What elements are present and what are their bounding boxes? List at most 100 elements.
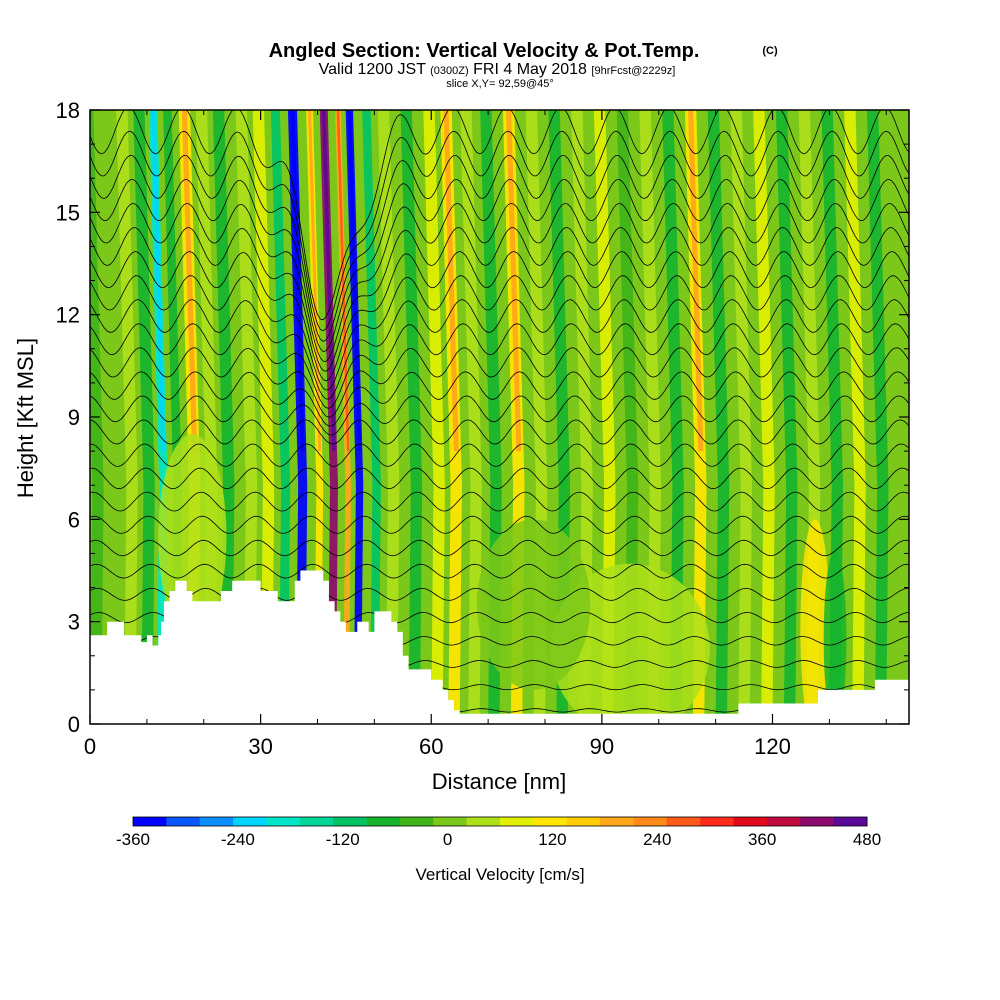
velocity-band-core <box>181 110 198 452</box>
velocity-band <box>133 110 155 724</box>
velocity-band <box>753 110 775 724</box>
velocity-band <box>883 110 906 724</box>
colorbar-swatch <box>266 817 301 826</box>
colorbar-swatch <box>366 817 401 826</box>
isentrope-line <box>90 419 909 445</box>
velocity-band-core <box>443 110 459 452</box>
x-tick-label: 0 <box>84 734 96 759</box>
velocity-band <box>335 110 352 724</box>
colorbar-tick-label: 360 <box>748 830 776 849</box>
velocity-band <box>377 110 400 724</box>
velocity-band <box>116 110 138 724</box>
isentrope-line <box>90 275 909 391</box>
slice-info: slice X,Y= 92,59@45° <box>446 78 554 90</box>
terrain <box>90 570 909 724</box>
colorbar-swatch <box>833 817 868 826</box>
velocity-band <box>270 110 291 724</box>
velocity-band <box>775 110 798 724</box>
colorbar-tick-label: 0 <box>443 830 452 849</box>
colorbar-swatch <box>500 817 534 826</box>
x-axis-label: Distance [nm] <box>432 769 567 794</box>
isentrope-line <box>90 491 909 512</box>
colorbar-swatch <box>199 817 234 826</box>
velocity-band <box>252 110 275 724</box>
colorbar-swatch <box>133 817 167 826</box>
colorbar-label: Vertical Velocity [cm/s] <box>415 865 584 884</box>
colorbar-swatch <box>233 817 267 826</box>
isentrope-line <box>90 515 909 534</box>
isentrope-line <box>90 251 909 382</box>
y-tick-label: 15 <box>56 200 80 225</box>
colorbar-swatch <box>766 817 801 826</box>
colorbar-swatch <box>633 817 668 826</box>
title-mark: (C) <box>762 45 778 57</box>
colorbar-swatch <box>399 817 434 826</box>
velocity-band <box>684 110 707 724</box>
colorbar-tick-label: -360 <box>116 830 150 849</box>
isentrope-line <box>90 371 909 427</box>
velocity-blob <box>823 550 847 724</box>
colorbar: -360 -240 -120 0 120 240 360 480 <box>116 816 881 849</box>
velocity-band-core <box>321 110 336 452</box>
colorbar-frame <box>132 816 868 827</box>
velocity-band <box>423 110 445 724</box>
velocity-band <box>866 110 889 724</box>
isentrope-line <box>90 202 909 362</box>
plot-area <box>90 110 909 724</box>
velocity-band-core <box>290 110 305 452</box>
chart-title: Angled Section: Vertical Velocity & Pot.… <box>269 40 700 62</box>
velocity-band <box>345 110 364 724</box>
velocity-blob <box>550 563 710 724</box>
isentrope-line <box>90 395 909 436</box>
velocity-blob <box>476 519 591 690</box>
x-tick-label: 30 <box>248 734 272 759</box>
isentrope-line <box>90 539 909 557</box>
colorbar-swatch <box>466 817 501 826</box>
isentrope-line <box>90 130 909 332</box>
velocity-band-core <box>506 110 522 452</box>
isentrope-line <box>90 443 909 467</box>
colorbar-swatch <box>733 817 768 826</box>
velocity-band <box>460 110 482 724</box>
isentrope-line <box>90 467 909 490</box>
isentrope-line <box>90 563 909 579</box>
valid-time-line: Valid 1200 JST (0300Z) FRI 4 May 2018 [9… <box>319 61 676 78</box>
velocity-band <box>362 110 381 724</box>
colorbar-swatch <box>166 817 201 826</box>
y-tick-label: 3 <box>68 610 80 635</box>
isentrope-line <box>90 227 909 372</box>
velocity-band <box>571 110 593 724</box>
colorbar-swatch <box>666 817 701 826</box>
velocity-band <box>212 110 235 724</box>
colorbar-tick-label: 120 <box>538 830 566 849</box>
y-tick-label: 12 <box>56 303 80 328</box>
colorbar-tick-label: 240 <box>643 830 671 849</box>
x-tick-label: 120 <box>754 734 791 759</box>
x-tick-label: 60 <box>419 734 443 759</box>
velocity-band-core <box>151 110 166 452</box>
y-axis-label: Height [Kft MSL] <box>13 338 38 498</box>
velocity-band <box>707 110 730 724</box>
colorbar-tick-label: 480 <box>853 830 881 849</box>
colorbar-swatch <box>700 817 735 826</box>
colorbar-swatch <box>299 817 334 826</box>
isentrope-line <box>90 323 909 409</box>
velocity-band <box>844 110 866 724</box>
velocity-band-core <box>347 110 362 452</box>
colorbar-tick-label: -240 <box>221 830 255 849</box>
colorbar-swatch <box>800 817 835 826</box>
velocity-band <box>730 110 753 724</box>
colorbar-swatch <box>433 817 468 826</box>
velocity-blob <box>800 519 830 724</box>
isentrope-line <box>90 299 909 400</box>
isentrope-line <box>90 154 909 342</box>
isentrope-line <box>90 347 909 418</box>
velocity-band <box>400 110 423 724</box>
isentrope-line <box>90 178 909 352</box>
y-tick-label: 6 <box>68 507 80 532</box>
colorbar-swatch <box>600 817 634 826</box>
y-tick-label: 0 <box>68 712 80 737</box>
velocity-band <box>99 110 121 724</box>
y-tick-label: 9 <box>68 405 80 430</box>
